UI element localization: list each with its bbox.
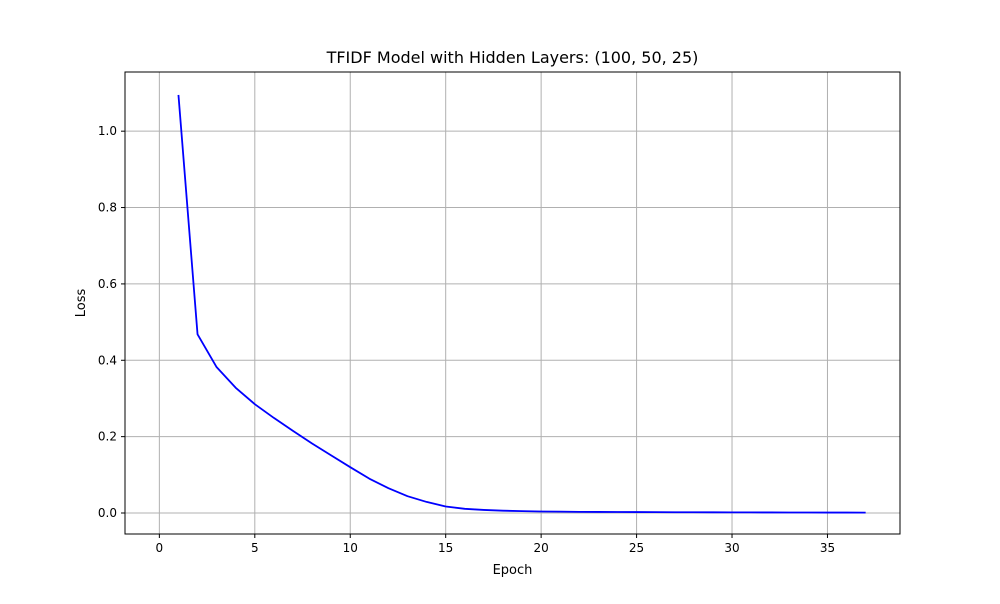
plot-frame: [124, 71, 901, 535]
x-tick-label: 15: [438, 541, 453, 555]
ticks: 0 5 10 15 20 25 30 35 0.0 0.2 0.4 0.6 0.8 1.0: [98, 124, 835, 555]
x-axis-label: Epoch: [493, 563, 533, 578]
chart-title: TFIDF Model with Hidden Layers: (100, 50…: [326, 48, 699, 67]
y-tick-label: 0.8: [98, 201, 117, 215]
x-tick-label: 30: [724, 541, 739, 555]
x-tick-label: 35: [820, 541, 835, 555]
x-tick-label: 10: [343, 541, 358, 555]
x-tick-label: 25: [629, 541, 644, 555]
y-tick-label: 0.2: [98, 430, 117, 444]
y-tick-label: 0.6: [98, 277, 117, 291]
grid: [125, 72, 900, 534]
x-tick-label: 5: [251, 541, 259, 555]
x-tick-label: 20: [533, 541, 548, 555]
y-tick-label: 1.0: [98, 124, 117, 138]
y-tick-label: 0.4: [98, 353, 117, 367]
series-layer: [177, 94, 866, 514]
y-axis-label: Loss: [74, 289, 89, 318]
loss-series-line: [177, 94, 866, 514]
x-tick-label: 0: [156, 541, 164, 555]
y-tick-label: 0.0: [98, 506, 117, 520]
